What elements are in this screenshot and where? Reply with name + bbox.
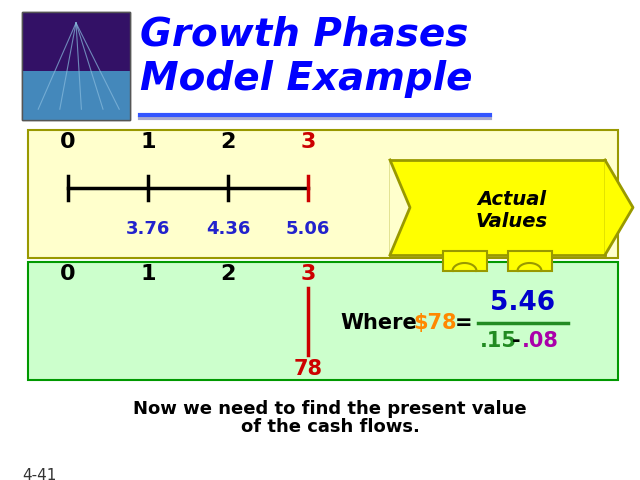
Text: Actual: Actual — [477, 190, 546, 209]
Text: 3: 3 — [300, 132, 316, 152]
Text: 0: 0 — [60, 264, 76, 284]
Text: .08: .08 — [522, 331, 559, 351]
Text: -: - — [512, 331, 520, 351]
Bar — [28, 262, 618, 380]
Text: Growth Phases: Growth Phases — [140, 15, 468, 53]
Text: 3: 3 — [300, 264, 316, 284]
Text: 4-41: 4-41 — [22, 468, 56, 480]
Bar — [22, 72, 130, 120]
Text: Values: Values — [476, 212, 548, 231]
Bar — [442, 251, 486, 271]
Text: 1: 1 — [140, 132, 156, 152]
Bar — [22, 12, 130, 120]
Polygon shape — [605, 160, 633, 255]
Bar — [508, 251, 552, 271]
Text: =: = — [455, 313, 472, 333]
Text: 3.76: 3.76 — [126, 220, 170, 238]
Bar — [22, 12, 130, 120]
Text: Where: Where — [340, 313, 417, 333]
Text: Now we need to find the present value: Now we need to find the present value — [133, 400, 527, 418]
Text: Model Example: Model Example — [140, 60, 472, 98]
Text: 1: 1 — [140, 264, 156, 284]
Bar — [390, 160, 605, 255]
Text: 0: 0 — [60, 132, 76, 152]
Text: 2: 2 — [220, 264, 236, 284]
Text: 5.46: 5.46 — [490, 290, 556, 316]
Text: 2: 2 — [220, 132, 236, 152]
Text: 78: 78 — [294, 359, 323, 379]
Polygon shape — [390, 160, 410, 255]
Text: .15: .15 — [480, 331, 517, 351]
Text: 5.06: 5.06 — [286, 220, 330, 238]
Text: $78: $78 — [413, 313, 456, 333]
Bar — [28, 130, 618, 258]
Text: 4.36: 4.36 — [206, 220, 250, 238]
Bar — [22, 12, 130, 72]
Text: of the cash flows.: of the cash flows. — [241, 418, 419, 436]
